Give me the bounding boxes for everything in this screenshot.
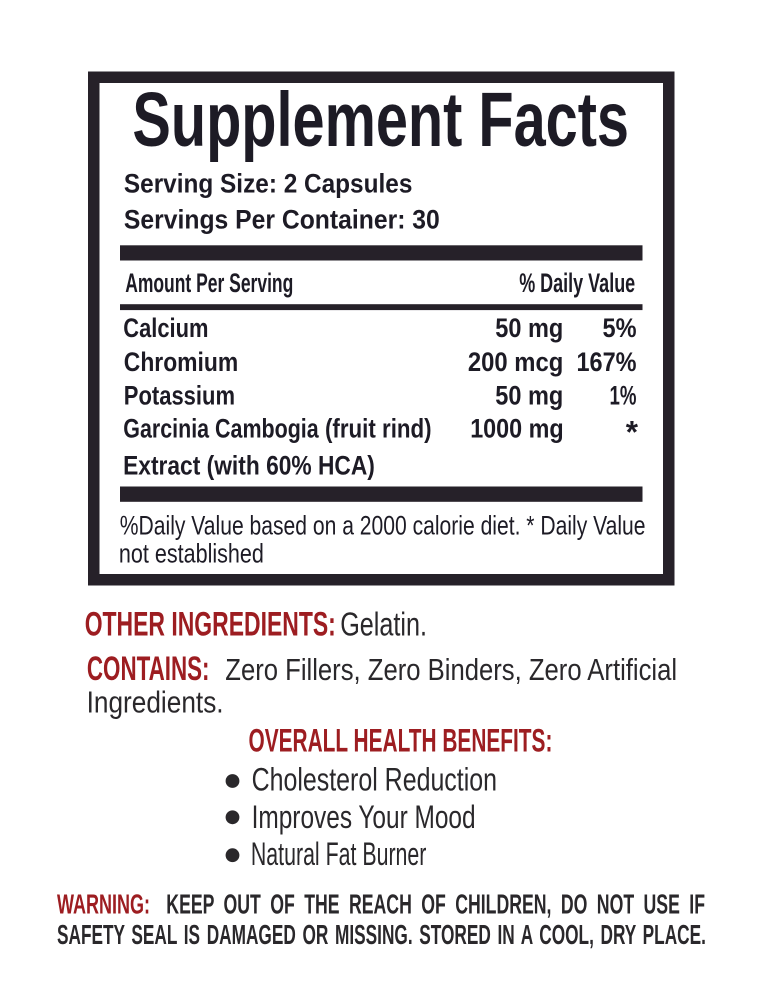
svg-text:Zero Fillers, Zero Binders, Ze: Zero Fillers, Zero Binders, Zero Artific… <box>225 652 677 687</box>
svg-text:OTHER INGREDIENTS:: OTHER INGREDIENTS: <box>85 606 336 644</box>
svg-text:Calcium: Calcium <box>123 313 208 343</box>
svg-text:Garcinia Cambogia: Garcinia Cambogia <box>123 414 319 444</box>
svg-text:%Daily Value based on a 2000 c: %Daily Value based on a 2000 calorie die… <box>120 510 646 540</box>
svg-text:Natural Fat Burner: Natural Fat Burner <box>251 836 427 872</box>
svg-text:Ingredients.: Ingredients. <box>87 685 224 720</box>
svg-text:OVERALL HEALTH BENEFITS:: OVERALL HEALTH BENEFITS: <box>249 722 553 758</box>
svg-text:50 mg: 50 mg <box>495 380 563 410</box>
svg-text:5%: 5% <box>603 313 637 343</box>
svg-text:Gelatin.: Gelatin. <box>340 606 427 643</box>
svg-text:CONTAINS:: CONTAINS: <box>87 650 210 688</box>
svg-text:Cholesterol Reduction: Cholesterol Reduction <box>252 762 497 798</box>
svg-text:Servings Per Container: 30: Servings Per Container: 30 <box>124 204 440 234</box>
svg-text:SAFETY SEAL IS DAMAGED OR MISS: SAFETY SEAL IS DAMAGED OR MISSING. STORE… <box>57 919 706 950</box>
svg-text:*: * <box>626 414 639 450</box>
svg-text:Supplement Facts: Supplement Facts <box>132 78 629 163</box>
svg-text:Chromium: Chromium <box>124 347 238 377</box>
svg-text:WARNING:: WARNING: <box>57 889 150 920</box>
svg-text:% Daily Value: % Daily Value <box>519 268 635 298</box>
svg-text:1%: 1% <box>610 380 637 410</box>
svg-text:200 mcg: 200 mcg <box>468 347 563 377</box>
svg-text:Amount Per Serving: Amount Per Serving <box>125 268 293 298</box>
svg-text:Extract (with 60% HCA): Extract (with 60% HCA) <box>123 450 375 480</box>
svg-text:167%: 167% <box>577 347 637 377</box>
svg-text:(fruit rind): (fruit rind) <box>325 414 432 444</box>
svg-text:not established: not established <box>119 539 264 569</box>
svg-text:Improves Your Mood: Improves Your Mood <box>252 799 476 835</box>
svg-text:Potassium: Potassium <box>124 380 235 410</box>
svg-text:50 mg: 50 mg <box>495 313 563 343</box>
svg-text:Serving Size: 2 Capsules: Serving Size: 2 Capsules <box>124 169 413 199</box>
svg-text:1000 mg: 1000 mg <box>470 414 564 444</box>
svg-text:KEEP OUT OF THE REACH OF CHILD: KEEP OUT OF THE REACH OF CHILDREN, DO NO… <box>166 889 705 920</box>
